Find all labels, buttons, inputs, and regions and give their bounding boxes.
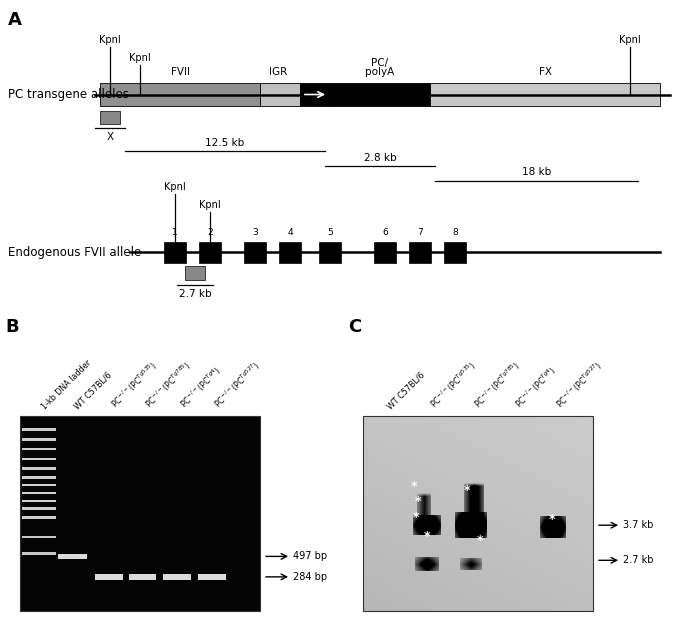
Text: IGR: IGR <box>269 66 287 76</box>
Text: 1-kb DNA ladder: 1-kb DNA ladder <box>41 358 94 411</box>
Text: KpnI: KpnI <box>199 200 221 210</box>
Bar <box>22 516 56 518</box>
Text: 3.7 kb: 3.7 kb <box>623 520 653 530</box>
Text: PC$^{-/-}$(PC$^{Tg785}$): PC$^{-/-}$(PC$^{Tg785}$) <box>471 359 523 411</box>
Text: C: C <box>348 318 361 336</box>
Text: PC$^{-/-}$(PC$^{Tg4}$): PC$^{-/-}$(PC$^{Tg4}$) <box>177 364 224 411</box>
Text: PC$^{-/-}$(PC$^{Tg535}$): PC$^{-/-}$(PC$^{Tg535}$) <box>108 359 161 411</box>
Bar <box>22 484 56 486</box>
Text: 3: 3 <box>252 228 258 237</box>
Text: 8: 8 <box>452 228 458 237</box>
Text: 284 bp: 284 bp <box>293 572 327 582</box>
Bar <box>330 83 430 106</box>
Text: 12.5 kb: 12.5 kb <box>205 138 244 148</box>
Text: WT C57BL/6: WT C57BL/6 <box>386 370 427 411</box>
Bar <box>430 83 660 106</box>
Bar <box>199 242 221 262</box>
Text: 5: 5 <box>327 228 333 237</box>
Text: 2.7 kb: 2.7 kb <box>178 289 211 299</box>
Text: A: A <box>8 11 22 29</box>
Text: 6: 6 <box>382 228 388 237</box>
Text: FVII: FVII <box>171 66 190 76</box>
Bar <box>20 416 260 611</box>
Bar <box>163 574 191 580</box>
Text: WT C57BL/6: WT C57BL/6 <box>73 370 113 411</box>
Bar <box>260 83 300 106</box>
Text: 1: 1 <box>172 228 178 237</box>
Bar <box>444 242 466 262</box>
Text: 2.8 kb: 2.8 kb <box>364 153 396 163</box>
Text: PC/: PC/ <box>372 58 389 68</box>
Text: X: X <box>106 132 113 142</box>
Text: FX: FX <box>538 66 552 76</box>
Text: 2: 2 <box>207 228 213 237</box>
Text: *: * <box>463 484 470 496</box>
Text: *: * <box>548 513 555 526</box>
Text: KpnI: KpnI <box>129 53 151 63</box>
Bar <box>22 536 56 538</box>
Text: *: * <box>412 511 419 524</box>
Text: B: B <box>5 318 19 336</box>
Bar <box>22 428 56 431</box>
Text: *: * <box>477 535 484 547</box>
Bar <box>100 83 260 106</box>
Bar <box>185 265 205 280</box>
Text: PC$^{-/-}$(PC$^{Tg527}$): PC$^{-/-}$(PC$^{Tg527}$) <box>554 359 606 411</box>
Bar <box>319 242 341 262</box>
Text: *: * <box>410 480 417 493</box>
Bar <box>244 242 266 262</box>
Bar <box>22 448 56 450</box>
Text: KpnI: KpnI <box>164 182 186 192</box>
Text: Endogenous FVII allele: Endogenous FVII allele <box>8 245 141 259</box>
Bar <box>22 552 56 555</box>
Bar <box>22 492 56 494</box>
Text: 18 kb: 18 kb <box>522 168 551 177</box>
Text: PC$^{-/-}$(PC$^{Tg535}$): PC$^{-/-}$(PC$^{Tg535}$) <box>428 359 480 411</box>
Text: 497 bp: 497 bp <box>293 552 327 562</box>
Bar <box>95 574 122 580</box>
Bar <box>363 416 593 611</box>
Bar <box>22 500 56 502</box>
Text: PC$^{-/-}$(PC$^{Tg785}$): PC$^{-/-}$(PC$^{Tg785}$) <box>142 359 195 411</box>
Text: PC$^{-/-}$(PC$^{Tg527}$): PC$^{-/-}$(PC$^{Tg527}$) <box>212 359 264 411</box>
Text: 2.7 kb: 2.7 kb <box>623 555 654 565</box>
Bar <box>22 476 56 479</box>
Bar <box>58 554 88 559</box>
Text: 7: 7 <box>417 228 423 237</box>
Bar <box>22 508 56 510</box>
Bar <box>409 242 431 262</box>
Text: polyA: polyA <box>365 66 395 76</box>
Bar <box>100 111 120 124</box>
Bar <box>300 83 330 106</box>
Text: 4: 4 <box>287 228 293 237</box>
Bar <box>22 438 56 441</box>
Text: KpnI: KpnI <box>99 35 121 45</box>
Text: PC$^{-/-}$(PC$^{Tg4}$): PC$^{-/-}$(PC$^{Tg4}$) <box>512 364 559 411</box>
Bar <box>198 574 226 580</box>
Bar <box>129 574 156 580</box>
Bar <box>22 468 56 470</box>
Bar <box>279 242 301 262</box>
Text: KpnI: KpnI <box>619 35 641 45</box>
Bar <box>374 242 396 262</box>
Bar <box>22 458 56 460</box>
Text: *: * <box>415 495 421 508</box>
Text: *: * <box>424 530 430 543</box>
Text: PC transgene alleles: PC transgene alleles <box>8 88 129 101</box>
Bar <box>164 242 186 262</box>
